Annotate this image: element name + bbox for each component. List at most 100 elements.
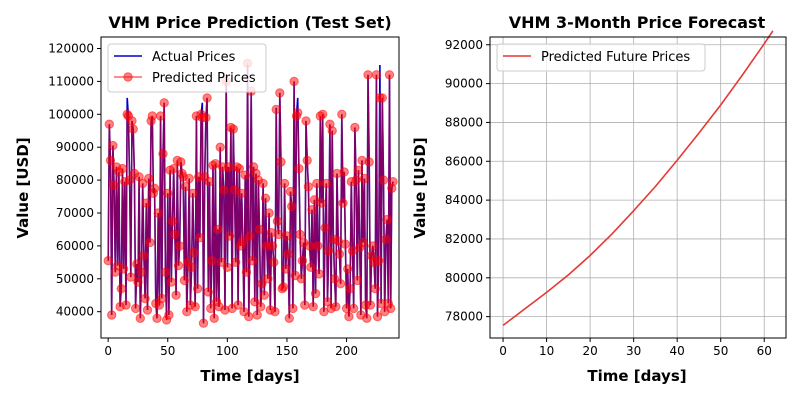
legend-box [496,43,706,72]
predicted-price-point [276,157,286,167]
predicted-price-point [295,229,305,240]
predicted-price-point [320,223,330,233]
predicted-price-point [288,303,298,314]
y-tick-label: 120000 [48,42,94,56]
predicted-price-point [271,104,281,115]
predicted-price-point [350,122,360,133]
predicted-price-point [358,237,368,248]
predicted-price-point [201,112,211,123]
predicted-price-point [388,177,398,187]
predicted-price-point [231,257,241,267]
legend: Predicted Future Prices [496,43,706,72]
predicted-price-point [285,186,296,197]
predicted-price-point [126,272,136,282]
predicted-price-point [195,233,205,243]
predicted-price-point [171,290,181,300]
x-tick-label: 50 [160,344,175,358]
predicted-price-point [345,284,355,294]
predicted-price-point [163,188,173,199]
predicted-price-point [334,249,345,259]
predicted-price-point [344,311,354,322]
predicted-price-point [184,173,194,184]
predicted-price-point [121,300,131,310]
predicted-price-point [293,108,303,118]
chart-title: VHM Price Prediction (Test Set) [108,13,391,32]
predicted-price-point [301,116,311,126]
y-tick-label: 84000 [445,193,483,207]
predicted-price-point [104,119,115,129]
predicted-price-point [289,76,299,87]
axes-frame [489,36,787,339]
x-tick-label: 0 [104,344,112,358]
x-axis-title: Time [days] [200,367,299,385]
predicted-price-point [244,311,254,322]
predicted-price-point [136,267,147,277]
predicted-price-point [381,234,391,245]
predicted-price-point [254,224,265,235]
predicted-price-point [234,163,245,174]
predicted-price-point [233,300,243,310]
legend-label: Predicted Prices [152,71,256,86]
predicted-price-point [188,188,198,199]
predicted-price-point [250,297,260,307]
y-tick-label: 82000 [445,232,483,246]
predicted-price-point [138,178,148,189]
predicted-price-point [264,208,274,218]
predicted-price-point [189,247,199,258]
predicted-price-point [124,175,135,185]
predicted-price-point [297,256,308,266]
predicted-price-point [130,303,141,314]
predicted-price-point [169,163,179,174]
x-tick-label: 50 [713,344,728,358]
predicted-price-point [349,303,359,314]
predicted-price-point [103,256,113,266]
predicted-price-point [363,70,373,80]
predicted-price-point [340,239,351,249]
predicted-price-point [272,216,283,226]
predicted-price-point [166,277,177,287]
predicted-price-point [304,241,315,251]
predicted-price-point [331,302,341,312]
legend-box [107,43,267,93]
predicted-price-point [310,288,321,299]
axes-frame [100,36,400,339]
predicted-price-point [306,262,316,272]
predicted-price-point [216,257,227,267]
predicted-price-point [141,198,152,208]
predicted-price-point [155,111,166,121]
predicted-price-point [372,311,383,322]
predicted-price-point [382,214,392,225]
predicted-price-point [140,293,150,304]
predicted-price-point [318,109,328,120]
y-tick-label: 80000 [56,173,94,187]
predicted-price-point [313,241,323,251]
predicted-price-point [302,155,312,166]
y-tick-label: 110000 [48,74,94,88]
predicted-price-point [275,88,285,98]
y-tick-label: 88000 [445,115,483,129]
predicted-price-point [108,140,118,151]
predicted-price-point [225,231,235,241]
predicted-price-point [186,262,197,272]
predicted-price-point [374,256,384,266]
predicted-price-point [147,111,158,121]
predicted-price-point [135,313,146,323]
predicted-price-point [384,70,395,80]
y-axis-title: Value [USD] [14,137,32,238]
predicted-price-point [142,305,153,315]
predicted-price-point [300,300,310,310]
predicted-price-point [270,307,280,317]
predicted-price-point [109,180,119,190]
predicted-price-point [238,236,248,246]
predicted-price-point [213,224,223,235]
predicted-price-point [176,157,186,167]
predicted-price-point [338,198,348,208]
y-tick-label: 92000 [445,38,483,52]
predicted-price-point [259,290,269,300]
predicted-price-point [278,282,289,292]
predicted-price-point [386,303,396,314]
predicted-price-point [240,170,250,180]
predicted-price-point [247,256,258,266]
predicted-price-point [152,313,162,323]
